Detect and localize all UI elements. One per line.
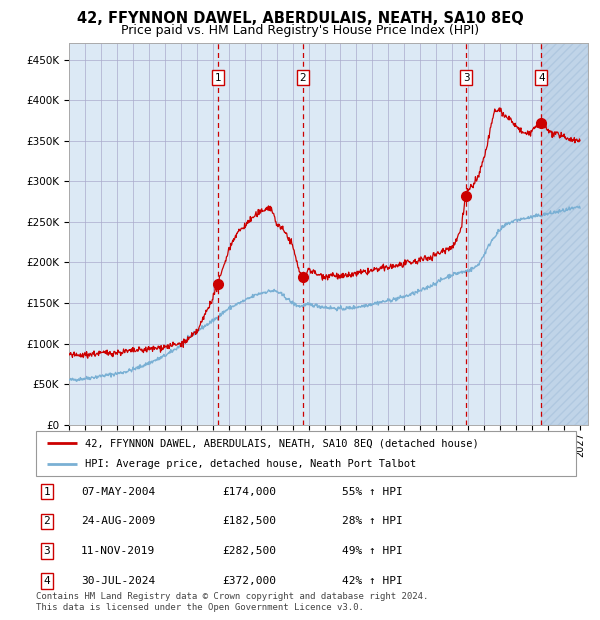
Text: 30-JUL-2024: 30-JUL-2024 bbox=[81, 576, 155, 586]
Text: 3: 3 bbox=[463, 73, 469, 82]
Text: 3: 3 bbox=[43, 546, 50, 556]
Text: 1: 1 bbox=[215, 73, 221, 82]
Text: £372,000: £372,000 bbox=[222, 576, 276, 586]
Text: 42, FFYNNON DAWEL, ABERDULAIS, NEATH, SA10 8EQ (detached house): 42, FFYNNON DAWEL, ABERDULAIS, NEATH, SA… bbox=[85, 438, 478, 448]
Text: 28% ↑ HPI: 28% ↑ HPI bbox=[342, 516, 403, 526]
Text: £174,000: £174,000 bbox=[222, 487, 276, 497]
Text: 4: 4 bbox=[43, 576, 50, 586]
Text: 55% ↑ HPI: 55% ↑ HPI bbox=[342, 487, 403, 497]
Text: 1: 1 bbox=[43, 487, 50, 497]
Text: 4: 4 bbox=[538, 73, 545, 82]
FancyBboxPatch shape bbox=[36, 431, 576, 476]
Text: £182,500: £182,500 bbox=[222, 516, 276, 526]
Text: 49% ↑ HPI: 49% ↑ HPI bbox=[342, 546, 403, 556]
Text: HPI: Average price, detached house, Neath Port Talbot: HPI: Average price, detached house, Neat… bbox=[85, 459, 416, 469]
Text: 42, FFYNNON DAWEL, ABERDULAIS, NEATH, SA10 8EQ: 42, FFYNNON DAWEL, ABERDULAIS, NEATH, SA… bbox=[77, 11, 523, 26]
Text: 07-MAY-2004: 07-MAY-2004 bbox=[81, 487, 155, 497]
Text: Contains HM Land Registry data © Crown copyright and database right 2024.
This d: Contains HM Land Registry data © Crown c… bbox=[36, 592, 428, 611]
Text: 2: 2 bbox=[299, 73, 306, 82]
Text: Price paid vs. HM Land Registry's House Price Index (HPI): Price paid vs. HM Land Registry's House … bbox=[121, 24, 479, 37]
Bar bbox=[541, 43, 588, 425]
Text: 42% ↑ HPI: 42% ↑ HPI bbox=[342, 576, 403, 586]
Text: 24-AUG-2009: 24-AUG-2009 bbox=[81, 516, 155, 526]
Text: 11-NOV-2019: 11-NOV-2019 bbox=[81, 546, 155, 556]
Text: £282,500: £282,500 bbox=[222, 546, 276, 556]
Text: 2: 2 bbox=[43, 516, 50, 526]
